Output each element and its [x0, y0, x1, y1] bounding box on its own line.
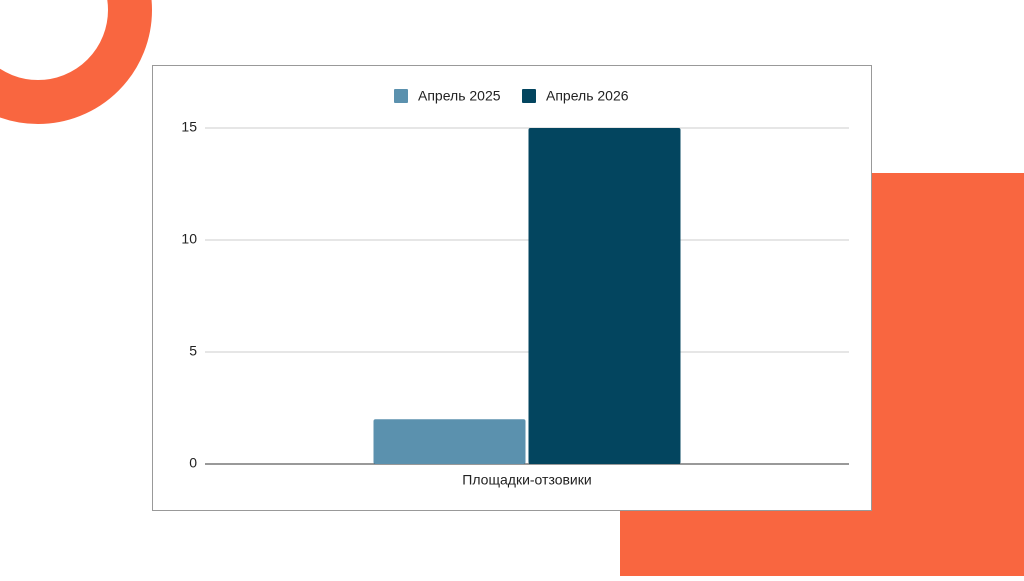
legend-swatch [394, 89, 408, 103]
legend-label: Апрель 2025 [418, 88, 501, 104]
y-tick-label: 10 [181, 231, 197, 247]
y-tick-label: 15 [181, 119, 197, 135]
x-tick-label: Площадки-отзовики [462, 472, 591, 488]
bar [373, 419, 526, 464]
y-tick-label: 5 [189, 343, 197, 359]
legend-label: Апрель 2026 [546, 88, 629, 104]
chart: 0 5 10 15 Апрель 2025 Апрель 2026 Площадки-отз… [181, 88, 849, 488]
legend-swatch [522, 89, 536, 103]
bar [528, 128, 681, 464]
decor-ring [0, 0, 152, 124]
y-tick-label: 0 [189, 455, 197, 471]
